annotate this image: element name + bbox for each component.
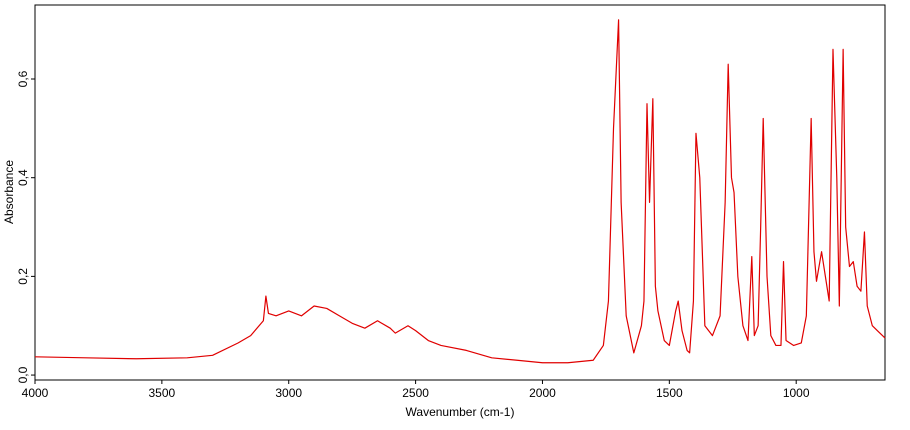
x-tick-label: 1500 — [656, 386, 683, 400]
x-tick-label: 1000 — [783, 386, 810, 400]
y-tick-label: 0,6 — [16, 70, 30, 87]
y-axis-label: Absorbance — [2, 160, 16, 224]
x-tick-label: 2500 — [402, 386, 429, 400]
y-tick-label: 0,0 — [16, 366, 30, 383]
y-tick-label: 0,4 — [16, 169, 30, 186]
x-tick-label: 3000 — [275, 386, 302, 400]
spectrum-line — [34, 19, 886, 364]
x-tick-label: 2000 — [529, 386, 556, 400]
y-tick-label: 0,2 — [16, 268, 30, 285]
x-tick-label: 4000 — [22, 386, 49, 400]
x-tick-label: 3500 — [149, 386, 176, 400]
x-axis-label: Wavenumber (cm-1) — [406, 405, 515, 419]
plot-frame — [34, 4, 886, 381]
